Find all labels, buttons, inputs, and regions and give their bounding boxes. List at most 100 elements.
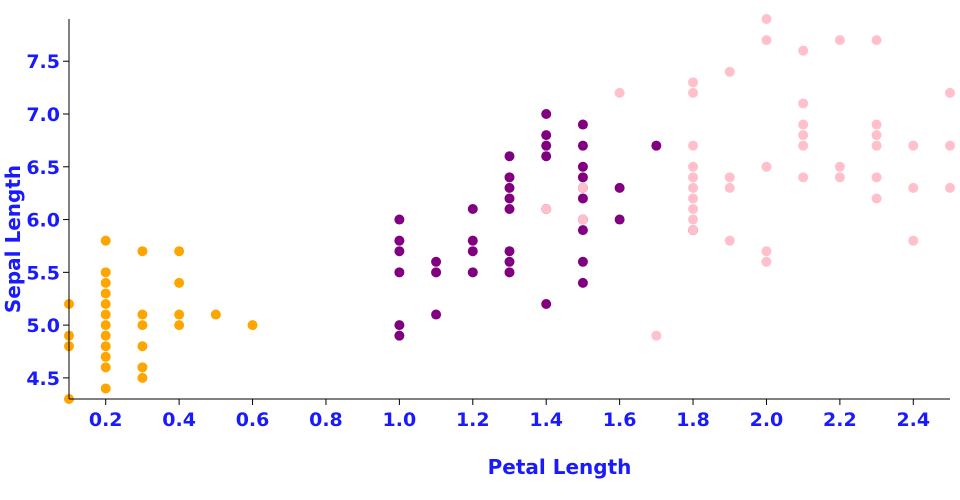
data-point-series-1 bbox=[100, 277, 111, 288]
data-point-series-2 bbox=[541, 140, 552, 151]
data-point-series-3 bbox=[761, 14, 772, 24]
x-tick-label: 1.2 bbox=[456, 409, 490, 431]
data-point-series-1 bbox=[100, 320, 111, 331]
data-point-series-3 bbox=[871, 35, 882, 46]
data-point-series-3 bbox=[798, 130, 809, 141]
data-point-series-2 bbox=[431, 309, 442, 320]
y-tick-label: 5.0 bbox=[26, 315, 60, 337]
data-point-series-3 bbox=[577, 182, 588, 193]
data-point-series-2 bbox=[577, 277, 588, 288]
y-tick-label: 7.5 bbox=[26, 51, 60, 73]
data-point-series-3 bbox=[724, 182, 735, 193]
data-point-series-3 bbox=[834, 161, 845, 172]
data-point-series-3 bbox=[614, 87, 625, 98]
x-axis-ticks: 0.2 0.4 0.6 0.8 1.0 1.2 1.4 1.6 1.8 2.0 2.2 2.4 bbox=[89, 399, 930, 431]
data-point-series-2 bbox=[577, 193, 588, 204]
data-point-series-1 bbox=[137, 320, 148, 331]
data-point-series-2 bbox=[577, 172, 588, 183]
data-point-series-3 bbox=[761, 256, 772, 267]
data-point-series-3 bbox=[688, 204, 699, 214]
x-tick-label: 1.6 bbox=[603, 409, 637, 431]
data-point-series-1 bbox=[174, 309, 185, 320]
x-tick-label: 1.8 bbox=[676, 409, 710, 431]
data-point-series-3 bbox=[871, 119, 882, 130]
data-point-series-1 bbox=[137, 362, 148, 373]
data-point-series-3 bbox=[541, 204, 552, 214]
data-point-series-2 bbox=[431, 256, 442, 267]
y-tick-label: 5.5 bbox=[26, 262, 60, 284]
data-point-series-2 bbox=[577, 161, 588, 172]
data-point-series-3 bbox=[688, 87, 699, 98]
data-point-series-1 bbox=[100, 351, 111, 362]
data-point-series-3 bbox=[688, 77, 699, 88]
x-tick-label: 1.0 bbox=[383, 409, 417, 431]
data-point-series-3 bbox=[945, 87, 955, 98]
data-point-series-2 bbox=[467, 246, 478, 257]
data-point-series-1 bbox=[100, 235, 111, 246]
data-point-series-2 bbox=[394, 330, 405, 341]
data-point-series-1 bbox=[100, 267, 111, 278]
data-point-series-1 bbox=[174, 246, 185, 257]
data-point-series-2 bbox=[577, 140, 588, 151]
data-point-series-2 bbox=[541, 299, 552, 309]
data-point-series-3 bbox=[688, 193, 699, 204]
x-tick-label: 0.8 bbox=[309, 409, 343, 431]
data-point-series-1 bbox=[100, 362, 111, 373]
x-axis-title: Petal Length bbox=[488, 455, 632, 479]
data-point-series-3 bbox=[834, 35, 845, 46]
data-point-series-2 bbox=[394, 214, 405, 225]
data-point-series-3 bbox=[577, 214, 588, 225]
x-tick-label: 0.6 bbox=[236, 409, 270, 431]
data-point-series-2 bbox=[504, 246, 515, 257]
data-point-series-1 bbox=[100, 330, 111, 341]
data-point-series-3 bbox=[724, 235, 735, 246]
data-point-series-3 bbox=[798, 98, 809, 109]
x-tick-label: 2.4 bbox=[896, 409, 930, 431]
data-point-series-3 bbox=[688, 140, 699, 151]
data-point-series-2 bbox=[541, 130, 552, 141]
data-point-series-3 bbox=[724, 172, 735, 183]
data-point-series-1 bbox=[247, 320, 258, 331]
data-point-series-2 bbox=[394, 235, 405, 246]
data-point-series-3 bbox=[945, 182, 955, 193]
data-point-series-3 bbox=[798, 172, 809, 183]
data-point-series-1 bbox=[100, 341, 111, 352]
data-point-series-1 bbox=[210, 309, 221, 320]
data-point-series-2 bbox=[394, 267, 405, 278]
data-point-series-1 bbox=[174, 277, 185, 288]
data-point-series-3 bbox=[761, 246, 772, 257]
data-point-series-3 bbox=[798, 119, 809, 130]
x-tick-label: 0.2 bbox=[89, 409, 123, 431]
data-point-series-3 bbox=[871, 130, 882, 141]
data-point-series-1 bbox=[137, 309, 148, 320]
data-point-series-3 bbox=[688, 172, 699, 183]
data-point-series-2 bbox=[467, 267, 478, 278]
data-point-series-2 bbox=[614, 182, 625, 193]
data-point-series-3 bbox=[798, 140, 809, 151]
data-point-series-2 bbox=[541, 109, 552, 119]
data-point-series-2 bbox=[504, 151, 515, 162]
data-point-series-2 bbox=[504, 193, 515, 204]
data-point-series-3 bbox=[871, 172, 882, 183]
data-point-series-3 bbox=[724, 66, 735, 77]
data-point-series-1 bbox=[100, 309, 111, 320]
data-point-series-2 bbox=[504, 256, 515, 267]
y-axis-title: Sepal Length bbox=[1, 165, 25, 313]
y-tick-label: 4.5 bbox=[26, 368, 60, 390]
data-point-series-1 bbox=[100, 383, 111, 394]
data-point-series-3 bbox=[761, 161, 772, 172]
data-point-series-3 bbox=[908, 182, 919, 193]
data-point-series-2 bbox=[467, 204, 478, 214]
axes-layer bbox=[68, 19, 950, 400]
y-tick-label: 7.0 bbox=[26, 104, 60, 126]
data-point-series-3 bbox=[908, 235, 919, 246]
x-tick-label: 0.4 bbox=[162, 409, 196, 431]
data-point-series-1 bbox=[137, 372, 148, 383]
data-point-series-3 bbox=[688, 182, 699, 193]
data-point-series-3 bbox=[871, 140, 882, 151]
data-point-series-3 bbox=[688, 214, 699, 225]
data-point-series-2 bbox=[577, 225, 588, 236]
data-point-series-2 bbox=[577, 256, 588, 267]
data-point-series-3 bbox=[651, 330, 662, 341]
data-point-series-1 bbox=[100, 299, 111, 309]
